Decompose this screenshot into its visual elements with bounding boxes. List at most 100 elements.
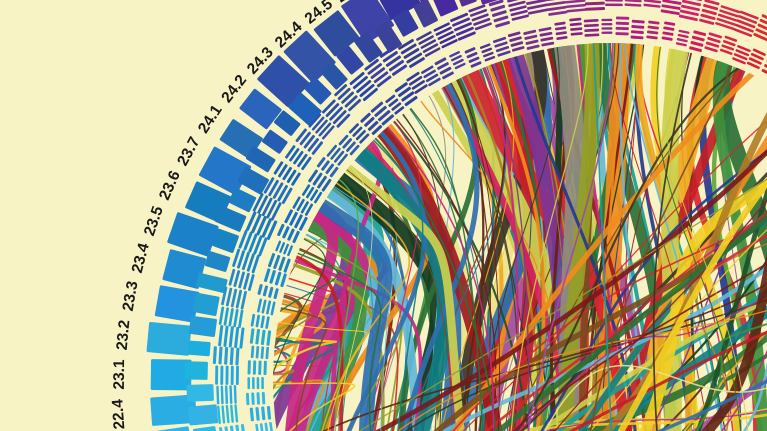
striped-ring-segment (421, 65, 441, 87)
striped-ring-segment (464, 47, 482, 68)
ribbon (338, 47, 767, 431)
ribbon (273, 334, 338, 431)
ring-segment (162, 249, 207, 289)
striped-ring-segment (554, 21, 568, 40)
striped-ring-segment (624, 0, 642, 7)
striped-ring-segment (523, 29, 540, 50)
ribbon (595, 43, 676, 431)
ring-segment (413, 0, 438, 28)
ring-segment (186, 384, 214, 402)
ring-segment (212, 228, 239, 253)
striped-ring-segment (321, 99, 351, 128)
ring-segment (146, 322, 192, 356)
striped-ring-segment (247, 377, 264, 390)
ribbon (437, 170, 767, 431)
ribbon (273, 86, 767, 431)
striped-ring-segment (661, 21, 676, 41)
striped-ring-segment (468, 4, 492, 31)
ribbon (485, 64, 530, 431)
striped-ring-segment (285, 145, 312, 171)
striped-ring-segment (719, 35, 738, 55)
striped-ring-segment (215, 365, 239, 386)
striped-ring-segment (295, 128, 324, 155)
ribbon (273, 337, 293, 431)
ring-segment (283, 30, 336, 84)
ring-segment (262, 129, 288, 154)
ring-segment (304, 77, 332, 105)
ribbon (273, 302, 312, 431)
striped-ring-segment (257, 284, 279, 300)
ribbon (296, 250, 767, 431)
ribbon (623, 43, 767, 431)
ribbon (344, 168, 453, 431)
ring-segment (214, 206, 247, 232)
ring-segment (336, 46, 364, 75)
ring-segment (154, 285, 200, 323)
striped-ring-segment (349, 71, 379, 102)
striped-ring-segment (228, 268, 255, 291)
ribbon (273, 369, 295, 431)
ribbon (321, 129, 428, 431)
ribbon (664, 46, 754, 431)
ring-segment (192, 292, 220, 317)
ribbon (491, 134, 767, 431)
ribbon (273, 379, 326, 431)
striped-ring-segment (250, 313, 270, 329)
arc-tick-label: 23.1 (111, 359, 128, 390)
ribbon (355, 119, 422, 431)
ribbon (273, 248, 338, 431)
ribbon-field (273, 43, 767, 431)
ribbon (465, 72, 546, 431)
striped-ring-segment (263, 177, 293, 205)
ribbon (652, 50, 693, 431)
ribbon (428, 58, 515, 431)
striped-ring-segment (689, 30, 707, 53)
striped-ring-segment (449, 51, 466, 70)
striped-ring-segment (416, 31, 441, 58)
striped-ring-segment (232, 248, 260, 274)
ribbon (275, 52, 767, 431)
striped-ring-segment (292, 196, 314, 216)
arc-tick-label: 23.2 (114, 319, 134, 351)
ribbon (598, 43, 644, 431)
ribbon (631, 261, 767, 431)
ribbon (325, 188, 427, 431)
striped-ring-segment (643, 0, 662, 8)
ribbon (368, 43, 767, 431)
ribbon (592, 43, 620, 431)
arc-tick-label: 22.4 (109, 398, 128, 430)
ribbon (478, 206, 767, 431)
striped-ring-segment (249, 328, 272, 346)
ribbon (392, 63, 507, 431)
ring-segment (392, 9, 419, 37)
ribbon (339, 91, 767, 431)
striped-ring-segment (715, 5, 741, 31)
ribbon (332, 184, 398, 431)
ribbon (273, 210, 767, 431)
ring-segment (237, 166, 269, 195)
striped-ring-segment (370, 101, 395, 126)
ring-segment (228, 187, 257, 213)
striped-ring-segment (275, 240, 293, 257)
striped-ring-segment (221, 286, 247, 310)
ring-segment (370, 0, 421, 20)
arc-tick-label: 23.3 (120, 279, 142, 312)
ribbon (273, 212, 369, 431)
ring-segment (167, 212, 219, 257)
ribbon (273, 293, 303, 431)
striped-ring-segment (212, 346, 240, 366)
ribbon (619, 43, 669, 431)
striped-ring-segment (605, 0, 623, 7)
striped-ring-segment (301, 184, 323, 204)
ribbon (403, 227, 767, 431)
striped-ring-segment (660, 0, 682, 16)
ring-segment (274, 110, 301, 136)
striped-ring-segment (583, 19, 600, 37)
striped-ring-segment (753, 14, 767, 42)
striped-ring-segment (247, 360, 267, 376)
striped-ring-segment (569, 17, 583, 36)
ring-segment (187, 340, 211, 357)
ring-segment (184, 361, 208, 380)
ribbon (284, 284, 365, 431)
ring-segment (320, 62, 348, 90)
